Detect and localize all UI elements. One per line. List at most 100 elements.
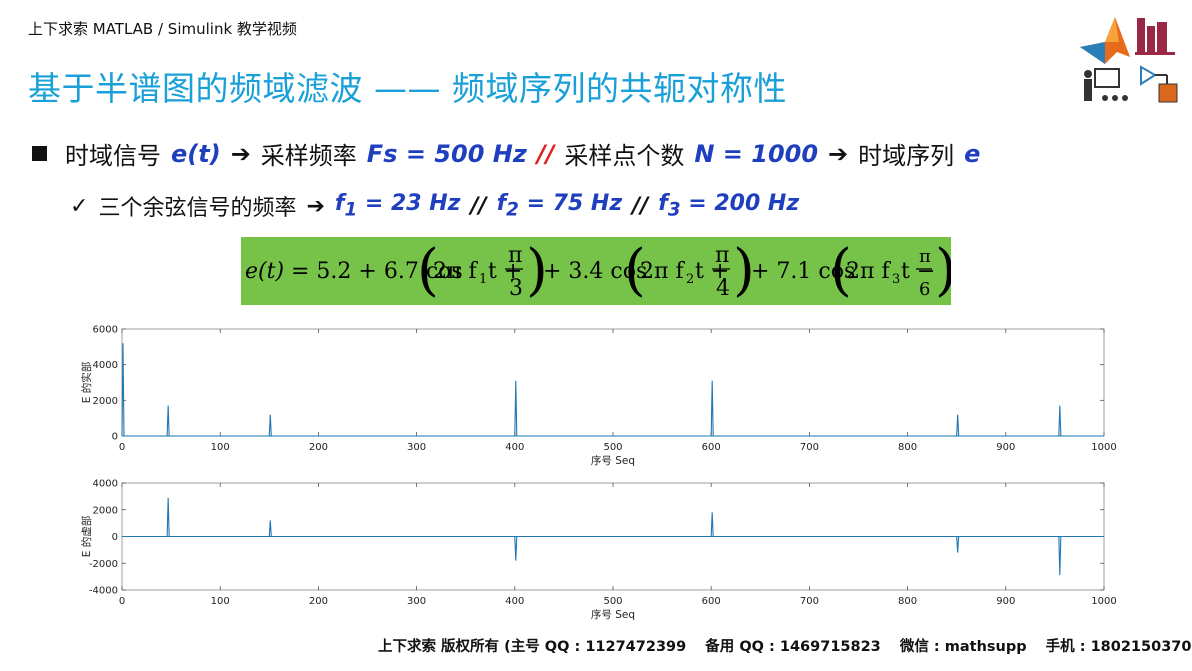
series-spike (268, 520, 272, 537)
x-tick-label: 700 (800, 442, 819, 453)
x-tick-label: 900 (996, 442, 1015, 453)
bullet1-text2: 采样频率 (260, 142, 357, 170)
x-tick-label: 500 (603, 442, 622, 453)
x-tick-label: 100 (211, 596, 230, 607)
paren-right: ) (935, 238, 951, 303)
x-tick-label: 800 (898, 596, 917, 607)
series-spike (710, 512, 714, 537)
eq-n2: π (715, 243, 729, 268)
x-tick-label: 200 (309, 442, 328, 453)
series-spike (268, 414, 272, 437)
teacher-presentation-icon (1084, 68, 1128, 101)
series-spike (121, 343, 125, 437)
copyright-footer: 上下求索 版权所有 (主号 QQ : 1127472399 备用 QQ : 14… (378, 635, 1192, 656)
eq-d2: 4 (716, 276, 730, 301)
paren-left: ( (417, 238, 439, 303)
x-tick-label: 100 (211, 442, 230, 453)
y-axis-label: E 的实部 (80, 362, 93, 403)
eq-c1: + 3.4 cos (543, 259, 647, 284)
x-tick-label: 600 (702, 442, 721, 453)
eq-t1: t + (488, 259, 522, 284)
plot-area (121, 328, 1105, 437)
paren-left: ( (624, 238, 646, 303)
eq-c0: = 5.2 + 6.7 cos (291, 259, 463, 284)
arrow-right-icon: ➔ (828, 139, 849, 168)
x-tick-label: 1000 (1091, 442, 1116, 453)
footer-wechat: 微信 : mathsupp (899, 639, 1027, 655)
eq-s2: 2 (686, 272, 694, 287)
freq-f2: f2 = 75 Hz (496, 191, 623, 221)
paren-right: ) (526, 238, 548, 303)
series-spike (956, 414, 960, 437)
x-tick-label: 300 (407, 596, 426, 607)
sample-count: N = 1000 (694, 139, 819, 168)
series-spike (956, 536, 960, 553)
footer-owner: 上下求索 版权所有 (主号 QQ : 1127472399 (378, 639, 687, 655)
x-tick-label: 400 (505, 596, 524, 607)
page-title: 基于半谱图的频域滤波 —— 频域序列的共轭对称性 (28, 69, 787, 108)
bullet1-text4: 时域序列 (858, 142, 955, 170)
eq-c2: + 7.1 cos (751, 259, 855, 284)
bullet2-text: 三个余弦信号的频率 (98, 196, 297, 221)
bullet-frequencies: ✓ 三个余弦信号的频率 ➔ f1 = 23 Hz // f2 = 75 Hz /… (70, 190, 799, 222)
check-icon: ✓ (70, 193, 89, 219)
series-spike (1058, 405, 1062, 437)
matlab-logo-icon (1080, 17, 1130, 64)
separator: // (536, 139, 555, 168)
paren-left: ( (830, 238, 852, 303)
x-tick-label: 200 (309, 596, 328, 607)
eq-a1: 2π f (433, 259, 478, 284)
y-tick-label: 0 (112, 532, 118, 543)
freq-f1: f1 = 23 Hz (334, 191, 461, 221)
y-tick-label: 6000 (93, 325, 118, 336)
y-tick-label: 2000 (93, 396, 118, 407)
eq-d3: 6 (919, 279, 930, 300)
x-tick-label: 700 (800, 596, 819, 607)
footer-phone: 手机 : 18021503708) (1045, 639, 1192, 655)
arrow-right-icon: ➔ (230, 139, 251, 168)
equation-box: e(t) = 5.2 + 6.7 cos ( 2π f 1 t + π 3 ) … (241, 237, 951, 305)
x-axis-label: 序号 Seq (591, 608, 635, 621)
eq-t3: t − (901, 259, 935, 284)
y-tick-label: 0 (112, 432, 118, 443)
sampling-frequency: Fs = 500 Hz (366, 139, 527, 168)
x-axis-label: 序号 Seq (591, 454, 635, 467)
y-tick-label: 4000 (93, 479, 118, 490)
separator: // (470, 193, 487, 219)
paren-right: ) (733, 238, 755, 303)
eq-lhs: e(t) (245, 259, 284, 284)
y-tick-label: -4000 (89, 586, 118, 597)
separator: // (632, 193, 649, 219)
eq-n3: π (919, 246, 931, 267)
spectrum-charts: 0 100 200 300 400 500 600 700 800 900 100002000400… (80, 325, 1117, 622)
series-spike (166, 405, 170, 437)
eq-n1: π (508, 243, 522, 268)
freq-f3: f3 = 200 Hz (658, 191, 800, 221)
x-tick-label: 1000 (1091, 596, 1116, 607)
eq-d1: 3 (509, 276, 523, 301)
eq-s1: 1 (479, 272, 487, 287)
bullet1-text1: 时域信号 (65, 142, 161, 170)
series-spike (710, 380, 714, 437)
y-axis-label: E 的虚部 (80, 516, 93, 557)
arrow-right-icon: ➔ (306, 193, 325, 219)
x-tick-label: 600 (702, 596, 721, 607)
x-tick-label: 800 (898, 442, 917, 453)
series-spike (514, 536, 518, 561)
series-spike (1058, 536, 1062, 576)
logo-group (1080, 17, 1178, 103)
eq-a2: 2π f (640, 259, 685, 284)
series-spike (514, 380, 518, 437)
eq-t2: t + (695, 259, 729, 284)
x-tick-label: 0 (119, 442, 125, 453)
series-spike (166, 497, 170, 537)
footer-backup-qq: 备用 QQ : 1469715823 (705, 639, 881, 655)
square-bullet-icon (32, 146, 47, 161)
y-tick-label: 2000 (93, 505, 118, 516)
y-tick-label: 4000 (93, 360, 118, 371)
eq-a3: 2π f (846, 259, 891, 284)
eq-s3: 3 (892, 272, 900, 287)
bullet-signal-info: 时域信号 e(t) ➔ 采样频率 Fs = 500 Hz // 采样点个数 N … (32, 136, 980, 171)
y-tick-label: -2000 (89, 559, 118, 570)
sequence-name: e (964, 139, 981, 168)
